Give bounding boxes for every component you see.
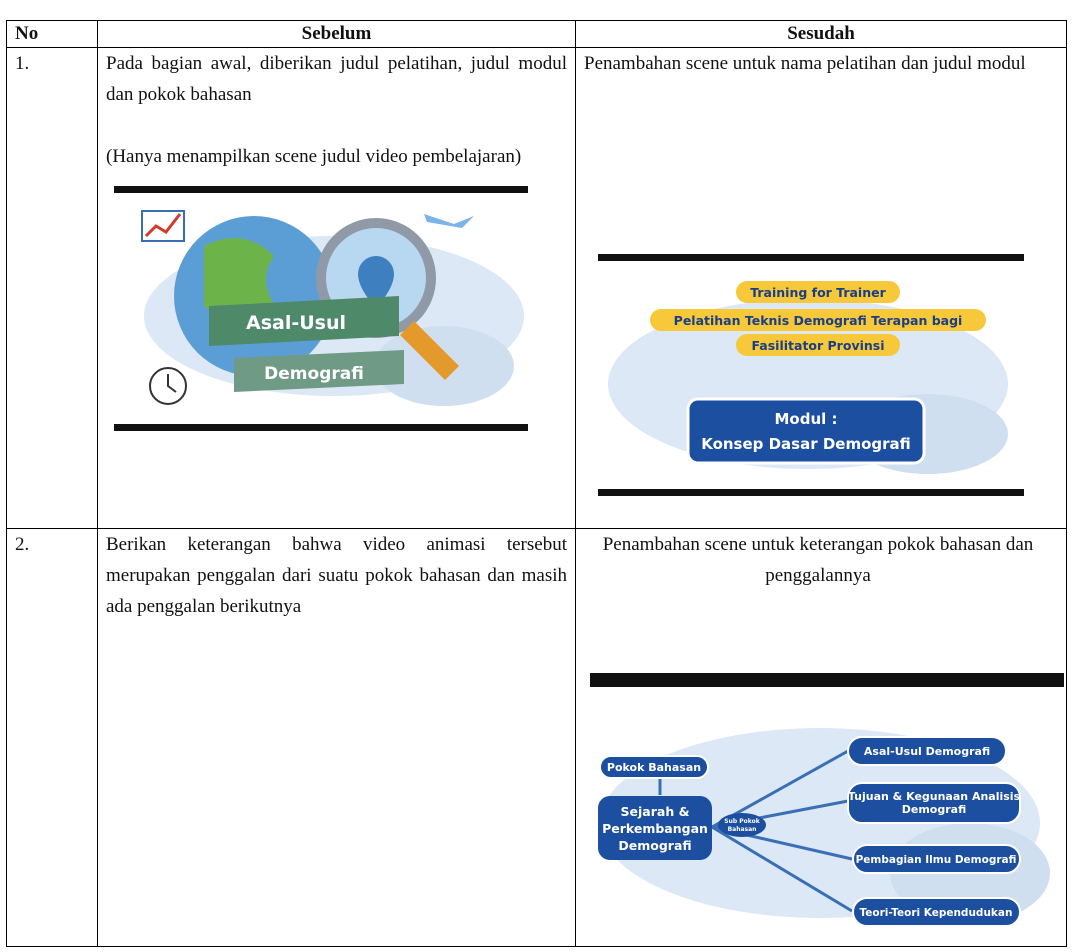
node-text: Demografi xyxy=(902,803,967,816)
node-text: Asal-Usul Demografi xyxy=(864,745,990,758)
header-cell: Sesudah xyxy=(575,20,1067,48)
header-cell: Sebelum xyxy=(97,20,576,48)
module-title: Konsep Dasar Demografi xyxy=(701,435,911,453)
banner-text: Demografi xyxy=(264,364,364,384)
number-cell: 1. xyxy=(6,47,98,529)
screenshot: Asal-Usul Demografi xyxy=(114,186,528,431)
after-cell: Penambahan scene untuk keterangan pokok … xyxy=(575,528,1067,947)
paragraph: Berikan keterangan bahwa video animasi t… xyxy=(106,534,567,617)
after-cell: Penambahan scene untuk nama pelatihan da… xyxy=(575,47,1067,529)
node-text: Sub Pokok xyxy=(724,818,760,825)
node-text: Sejarah & xyxy=(621,804,690,819)
screenshot: Pokok Bahasan Sejarah & Perkembangan Dem… xyxy=(590,673,1064,946)
banner-text: Asal-Usul xyxy=(246,312,346,334)
node-text: Pembagian Ilmu Demografi xyxy=(856,854,1017,866)
before-cell: Pada bagian awal, diberikan judul pelati… xyxy=(97,47,576,529)
header-row: No Sebelum Sesudah xyxy=(6,20,1067,48)
paragraph: (Hanya menampilkan scene judul video pem… xyxy=(106,146,522,167)
header-cell: No xyxy=(6,20,98,48)
row: 2. Berikan keterangan bahwa video animas… xyxy=(6,528,1067,947)
node-text: Perkembangan xyxy=(602,821,708,836)
module-label: Modul : xyxy=(774,410,837,428)
paragraph: Pada bagian awal, diberikan judul pelati… xyxy=(106,53,567,105)
node-text: Teori-Teori Kependudukan xyxy=(860,907,1013,919)
title-line: Pelatihan Teknis Demografi Terapan bagi xyxy=(674,313,963,328)
node-text: Tujuan & Kegunaan Analisis xyxy=(848,790,1021,803)
node-text: Demografi xyxy=(618,838,691,853)
before-cell: Berikan keterangan bahwa video animasi t… xyxy=(97,528,576,947)
number-cell: 2. xyxy=(6,528,98,947)
title-line: Fasilitator Provinsi xyxy=(752,338,885,353)
node-text: Bahasan xyxy=(728,826,757,833)
node-label: Pokok Bahasan xyxy=(607,761,701,774)
title-line: Training for Trainer xyxy=(750,285,886,300)
paragraph: Penambahan scene untuk nama pelatihan da… xyxy=(584,53,1026,74)
paragraph: Penambahan scene untuk keterangan pokok … xyxy=(602,534,1034,586)
comparison-table: No Sebelum Sesudah 1. Pada bagian awal, … xyxy=(6,20,1067,947)
row: 1. Pada bagian awal, diberikan judul pel… xyxy=(6,47,1067,529)
screenshot: Training for Trainer Pelatihan Teknis De… xyxy=(598,254,1024,496)
